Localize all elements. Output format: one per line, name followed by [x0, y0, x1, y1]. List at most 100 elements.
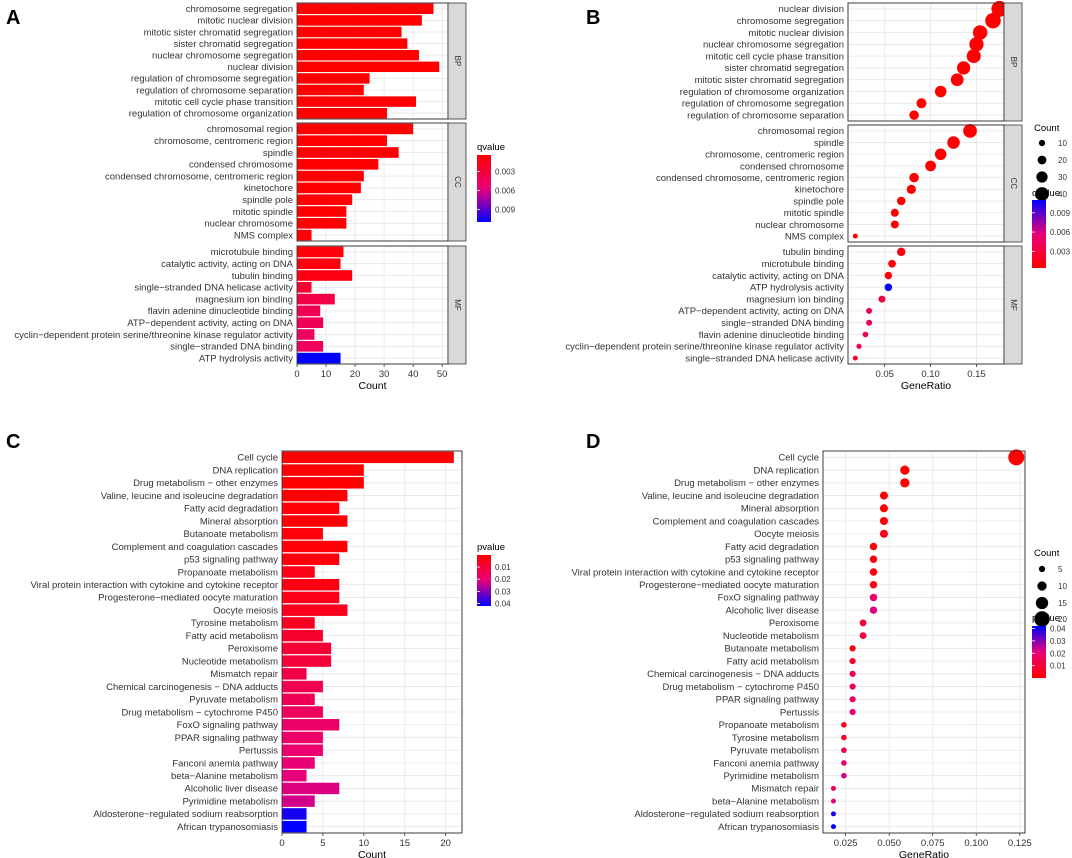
bar: [297, 107, 388, 119]
x-tick-label: 30: [379, 369, 390, 380]
size-legend-dot: [1035, 596, 1049, 610]
facet-strip-label: BP: [1009, 57, 1018, 68]
dot: [890, 220, 899, 229]
dot: [879, 491, 888, 500]
color-legend-label: 0.006: [1050, 228, 1071, 237]
dot: [849, 683, 856, 690]
dot: [963, 123, 977, 138]
term-label: tubulin binding: [783, 247, 844, 258]
term-label: spindle pole: [793, 196, 844, 207]
term-label: ATP hydrolysis activity: [199, 353, 293, 364]
term-label: mitotic cell cycle phase transition: [706, 51, 844, 62]
bar: [282, 591, 340, 604]
bar: [282, 540, 348, 553]
term-label: Drug metabolism − cytochrome P450: [662, 682, 819, 693]
size-legend-label: 15: [1058, 599, 1067, 608]
bar: [297, 38, 408, 49]
dot: [925, 160, 936, 172]
term-label: Pyrimidine metabolism: [723, 771, 819, 782]
facet-strip-label: MF: [453, 299, 462, 311]
term-label: Cell cycle: [237, 453, 278, 464]
bar: [282, 464, 364, 476]
term-label: tubulin binding: [232, 271, 293, 282]
term-label: kinetochore: [795, 185, 844, 196]
dot: [991, 0, 1008, 17]
x-axis-title: GeneRatio: [901, 380, 951, 392]
dot: [841, 734, 847, 741]
bar: [282, 629, 323, 642]
bar: [282, 617, 315, 629]
term-label: condensed chromosome: [740, 161, 844, 172]
bar: [282, 642, 332, 655]
term-label: mitotic spindle: [784, 208, 844, 219]
bar: [297, 206, 347, 217]
bar: [282, 502, 340, 515]
facet-strip: [447, 245, 467, 365]
term-label: ATP−dependent activity, acting on DNA: [127, 318, 293, 329]
x-axis-title: GeneRatio: [899, 849, 949, 858]
term-label: Chemical carcinogenesis − DNA adducts: [647, 669, 819, 680]
dot: [869, 580, 878, 589]
size-legend-label: 10: [1058, 139, 1067, 148]
bar: [282, 578, 340, 591]
facet-strip: [1003, 124, 1023, 243]
color-legend-title: qvalue: [477, 142, 505, 153]
dot: [890, 208, 899, 217]
term-label: mitotic spindle: [233, 207, 293, 218]
bar: [282, 489, 348, 502]
size-legend-label: 10: [1058, 582, 1067, 591]
dot: [900, 465, 910, 475]
bar: [282, 757, 315, 769]
dot: [909, 110, 919, 120]
term-label: nuclear division: [779, 4, 844, 15]
term-label: Fanconi anemia pathway: [172, 758, 278, 769]
term-label: condensed chromosome: [189, 160, 293, 171]
term-label: Aldosterone−regulated sodium reabsorptio…: [93, 809, 278, 820]
term-label: Pyruvate metabolism: [189, 695, 278, 706]
term-label: sister chromatid segregation: [725, 63, 844, 74]
term-label: Pertussis: [239, 746, 278, 757]
dot: [841, 721, 847, 728]
bar: [297, 194, 353, 206]
dot: [869, 568, 878, 576]
x-tick-label: 0.10: [921, 369, 940, 380]
dot: [900, 478, 910, 488]
color-legend-title: qvalue: [1032, 188, 1060, 199]
term-label: FoxO signaling pathway: [718, 593, 820, 604]
bar: [297, 26, 402, 38]
dot: [862, 331, 869, 338]
dot: [916, 98, 927, 109]
size-legend-title: Count: [1034, 123, 1060, 134]
size-legend-dot: [1036, 171, 1048, 183]
bar: [297, 123, 414, 135]
term-label: African trypanosomiasis: [177, 822, 278, 833]
facet-strip-label: CC: [453, 176, 462, 188]
bar: [282, 769, 307, 782]
bar: [282, 515, 348, 527]
x-tick-label: 50: [437, 369, 448, 380]
term-label: Viral protein interaction with cytokine …: [31, 580, 278, 591]
bar: [297, 258, 341, 270]
x-tick-label: 5: [320, 838, 325, 849]
x-tick-label: 40: [408, 369, 419, 380]
color-legend-bar: [1032, 626, 1046, 678]
term-label: spindle: [814, 138, 844, 149]
panel-label-c: C: [6, 431, 20, 453]
color-legend-label: 0.01: [1050, 662, 1066, 671]
term-label: single−stranded DNA binding: [721, 318, 844, 329]
term-label: chromosome, centromeric region: [154, 136, 293, 147]
x-tick-label: 0.05: [875, 369, 894, 380]
dot: [859, 619, 867, 627]
term-label: catalytic activity, acting on DNA: [712, 271, 844, 282]
term-label: Progesterone−mediated oocyte maturation: [98, 593, 278, 604]
term-label: nuclear chromosome: [755, 220, 844, 231]
dot: [841, 747, 847, 754]
term-label: chromosome, centromeric region: [705, 150, 844, 161]
term-label: regulation of chromosome segregation: [682, 99, 844, 110]
plot-frame: [847, 245, 1005, 365]
term-label: chromosome segregation: [737, 16, 844, 27]
color-legend-label: 0.02: [1050, 649, 1066, 658]
bar: [282, 668, 307, 680]
dot: [969, 37, 984, 52]
